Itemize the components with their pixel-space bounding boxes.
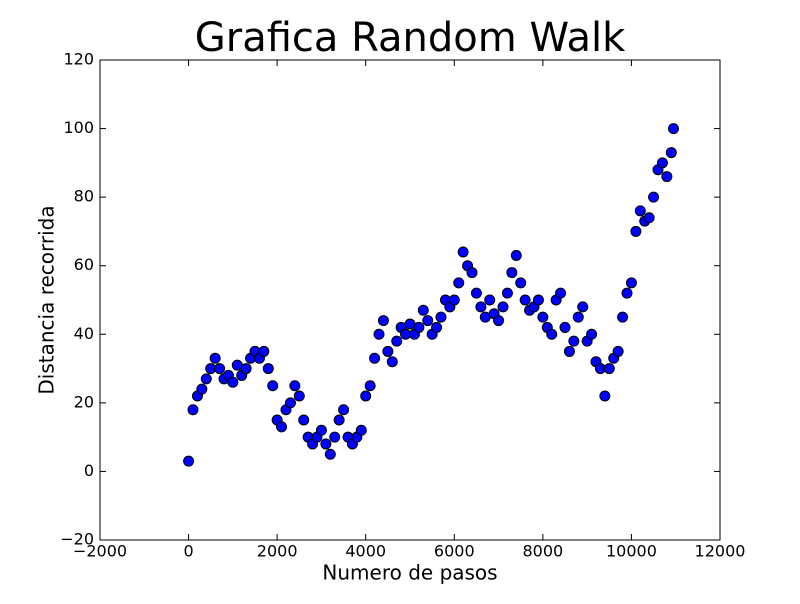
point: [532, 294, 544, 306]
point: [555, 287, 567, 299]
point: [364, 380, 376, 392]
point: [546, 328, 558, 340]
points: [183, 123, 679, 467]
point: [466, 267, 478, 279]
point: [196, 383, 208, 395]
point: [510, 249, 522, 261]
y-tick-label: 120: [63, 50, 94, 69]
point: [656, 157, 668, 169]
point: [284, 397, 296, 409]
point: [382, 345, 394, 357]
point: [621, 287, 633, 299]
point: [298, 414, 310, 426]
plot-frame: [99, 59, 721, 541]
point: [422, 315, 434, 327]
point: [329, 431, 341, 443]
x-tick-label: −2000: [73, 542, 127, 561]
point: [665, 147, 677, 159]
point: [448, 294, 460, 306]
x-axis-label: Numero de pasos: [322, 561, 497, 585]
point: [276, 421, 288, 433]
x-tick-label: 12000: [695, 542, 746, 561]
point: [537, 311, 549, 323]
point: [240, 363, 252, 375]
point: [355, 424, 367, 436]
point: [493, 315, 505, 327]
point: [559, 321, 571, 333]
x-tick-label: 10000: [606, 542, 657, 561]
point: [267, 380, 279, 392]
point: [183, 455, 195, 467]
y-tick-label: 40: [74, 324, 94, 343]
point: [577, 301, 589, 313]
point: [484, 294, 496, 306]
x-tick-label: 2000: [257, 542, 298, 561]
y-tick-label: 60: [74, 255, 94, 274]
point: [572, 311, 584, 323]
point: [360, 390, 372, 402]
y-tick-label: 20: [74, 392, 94, 411]
point: [599, 390, 611, 402]
point: [643, 212, 655, 224]
point: [634, 205, 646, 217]
point: [293, 390, 305, 402]
y-tick-label: 0: [84, 461, 94, 480]
point: [333, 414, 345, 426]
x-tick-label: 6000: [434, 542, 475, 561]
point: [214, 363, 226, 375]
point: [320, 438, 332, 450]
point: [586, 328, 598, 340]
point: [258, 345, 270, 357]
point: [563, 345, 575, 357]
point: [413, 321, 425, 333]
point: [435, 311, 447, 323]
point: [373, 328, 385, 340]
chart-title: Grafica Random Walk: [195, 15, 626, 61]
point: [227, 376, 239, 388]
point: [209, 352, 221, 364]
x-tick-label: 8000: [522, 542, 563, 561]
y-axis-label: Distancia recorrida: [35, 205, 59, 394]
point: [519, 294, 531, 306]
point: [475, 301, 487, 313]
point: [501, 287, 513, 299]
point: [417, 304, 429, 316]
point: [324, 448, 336, 460]
point: [187, 404, 199, 416]
point: [506, 267, 518, 279]
point: [453, 277, 465, 289]
point: [497, 301, 509, 313]
point: [470, 287, 482, 299]
point: [568, 335, 580, 347]
point: [200, 373, 212, 385]
point: [377, 315, 389, 327]
point: [515, 277, 527, 289]
point: [617, 311, 629, 323]
y-tick-label: 100: [63, 118, 94, 137]
point: [391, 335, 403, 347]
point: [315, 424, 327, 436]
point: [612, 345, 624, 357]
point: [369, 352, 381, 364]
x-tick-label: 0: [183, 542, 193, 561]
point: [289, 380, 301, 392]
point: [338, 404, 350, 416]
point: [603, 363, 615, 375]
point: [386, 356, 398, 368]
point: [262, 363, 274, 375]
point: [661, 171, 673, 183]
y-tick-label: −20: [60, 530, 94, 549]
point: [457, 246, 469, 258]
point: [625, 277, 637, 289]
point: [431, 321, 443, 333]
point: [648, 191, 660, 203]
y-tick-label: 80: [74, 187, 94, 206]
point: [630, 225, 642, 237]
point: [668, 123, 679, 135]
x-tick-label: 4000: [345, 542, 386, 561]
